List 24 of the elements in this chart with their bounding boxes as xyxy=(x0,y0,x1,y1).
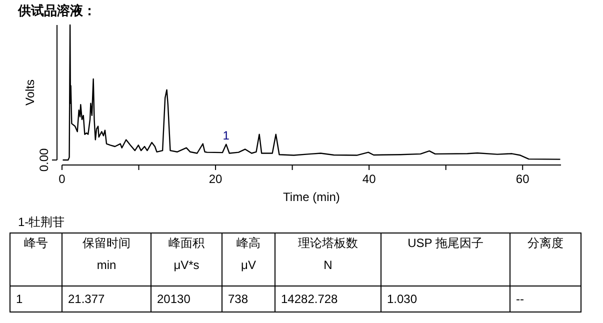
category-label: 理论塔板数 N xyxy=(298,236,358,272)
x-axis-title: Time (min) xyxy=(283,190,340,204)
x-tick-label: 60 xyxy=(516,172,530,186)
category-label: 峰号 xyxy=(24,236,48,250)
text: -- xyxy=(516,292,524,306)
text: 21.377 xyxy=(68,292,106,306)
text: 20130 xyxy=(157,292,191,306)
text: 1 xyxy=(16,292,23,306)
text: 738 xyxy=(228,292,248,306)
y-axis-title: Volts xyxy=(23,79,37,106)
text: 0.00 xyxy=(37,148,51,172)
text: 1.030 xyxy=(387,292,418,306)
annotation: 1 xyxy=(222,128,230,142)
chart-title: 供试品溶液： xyxy=(17,3,96,18)
text: 1-牡荆苷 xyxy=(18,215,65,229)
text: 14282.728 xyxy=(281,292,338,306)
category-label: USP 拖尾因子 xyxy=(408,236,484,250)
x-tick-label: 40 xyxy=(362,172,376,186)
x-tick-label: 0 xyxy=(58,172,66,186)
x-tick-label: 20 xyxy=(208,172,223,186)
category-label: 峰面积 μV*s xyxy=(168,236,204,272)
category-label: 峰高 μV xyxy=(236,236,260,272)
category-label: 保留时间 min xyxy=(82,236,130,272)
category-label: 分离度 xyxy=(528,236,564,250)
